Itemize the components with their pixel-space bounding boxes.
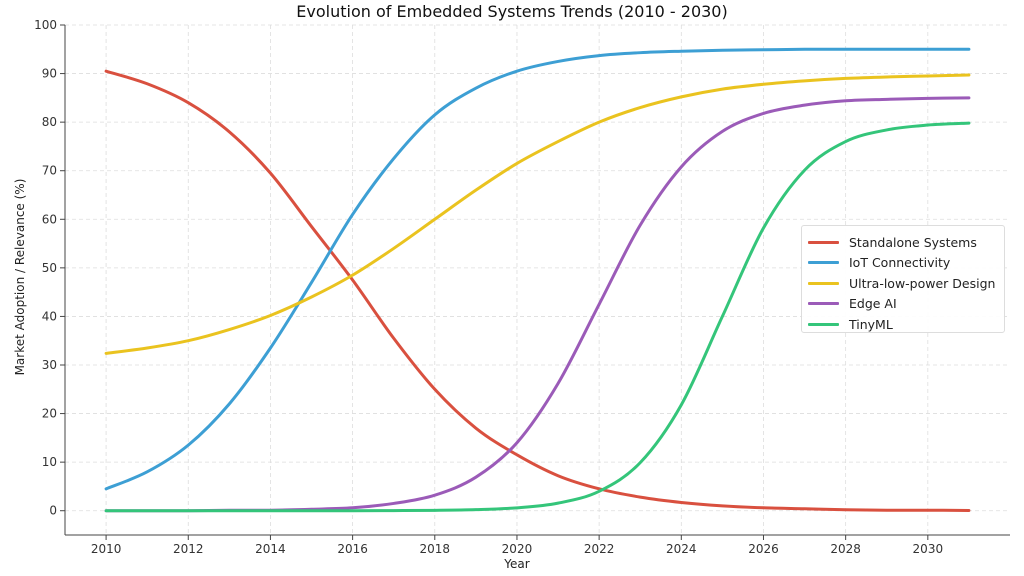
y-tick-label: 0 (49, 504, 57, 518)
x-tick-label: 2012 (173, 542, 204, 556)
series-line-tinyml (104, 121, 971, 513)
legend-item: Ultra-low-power Design (802, 273, 995, 293)
x-tick-label: 2018 (420, 542, 451, 556)
legend: Standalone Systems IoT Connectivity Ultra-… (801, 225, 1005, 333)
legend-swatch (808, 322, 839, 326)
series-line-iot-connectivity (104, 47, 971, 491)
legend-label: IoT Connectivity (849, 255, 951, 270)
legend-item: Standalone Systems (802, 232, 977, 252)
y-tick-label: 60 (42, 212, 57, 226)
legend-item: TinyML (802, 314, 893, 334)
x-tick-label: 2014 (255, 542, 286, 556)
y-tick-label: 10 (42, 455, 57, 469)
chart-title: Evolution of Embedded Systems Trends (20… (296, 2, 728, 21)
y-tick-label: 30 (42, 358, 57, 372)
legend-item: Edge AI (802, 294, 897, 314)
x-tick-label: 2010 (91, 542, 122, 556)
y-tick-label: 80 (42, 115, 57, 129)
x-tick-label: 2028 (830, 542, 861, 556)
x-tick-label: 2030 (913, 542, 944, 556)
y-tick-label: 40 (42, 309, 57, 323)
legend-label: Edge AI (849, 296, 897, 311)
legend-swatch (808, 281, 839, 285)
legend-swatch (808, 240, 839, 244)
legend-item: IoT Connectivity (802, 253, 950, 273)
legend-swatch (808, 261, 839, 264)
x-tick-label: 2016 (337, 542, 368, 556)
legend-label: Standalone Systems (849, 234, 977, 250)
series-line-ultra-low-power-design (104, 73, 971, 355)
x-tick-label: 2026 (748, 542, 779, 556)
legend-label: TinyML (849, 316, 893, 332)
y-tick-label: 50 (42, 261, 57, 275)
x-tick-label: 2024 (666, 542, 697, 556)
y-tick-label: 90 (42, 67, 57, 81)
legend-swatch (808, 302, 839, 305)
series-line-standalone-systems (104, 69, 971, 512)
y-tick-label: 70 (42, 164, 57, 178)
x-tick-label: 2020 (502, 542, 533, 556)
y-tick-label: 20 (42, 407, 57, 421)
legend-label: Ultra-low-power Design (849, 275, 996, 291)
y-tick-label: 100 (34, 18, 57, 32)
x-tick-label: 2022 (584, 542, 615, 556)
x-axis-label: Year (504, 557, 530, 571)
